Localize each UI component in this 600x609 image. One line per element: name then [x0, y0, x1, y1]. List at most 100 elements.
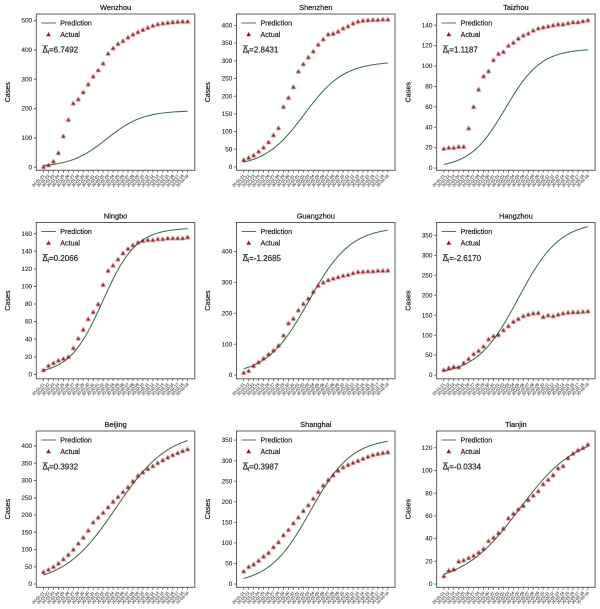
svg-text:200: 200 [222, 310, 233, 317]
svg-text:Wenzhou: Wenzhou [100, 3, 131, 12]
svg-text:100: 100 [21, 284, 32, 291]
svg-text:300: 300 [21, 478, 32, 485]
svg-text:150: 150 [21, 529, 32, 536]
svg-text:50: 50 [25, 564, 33, 571]
svg-text:120: 120 [21, 266, 32, 273]
svg-text:150: 150 [422, 312, 433, 319]
svg-text:350: 350 [222, 40, 233, 47]
svg-text:100: 100 [422, 63, 433, 70]
svg-text:Prediction: Prediction [461, 20, 493, 28]
svg-text:140: 140 [21, 248, 32, 255]
svg-text:100: 100 [21, 135, 32, 142]
svg-text:Actual: Actual [60, 240, 80, 248]
svg-text:Δi=0.2066: Δi=0.2066 [43, 254, 79, 265]
svg-text:Δi=-0.0334: Δi=-0.0334 [443, 463, 482, 474]
svg-text:Prediction: Prediction [261, 437, 293, 445]
svg-text:100: 100 [222, 540, 233, 547]
svg-text:50: 50 [225, 561, 233, 568]
svg-text:Actual: Actual [261, 240, 281, 248]
svg-text:Guangzhou: Guangzhou [297, 211, 335, 220]
svg-text:120: 120 [422, 43, 433, 50]
svg-text:Prediction: Prediction [60, 228, 92, 236]
svg-text:60: 60 [425, 513, 433, 520]
svg-text:Cases: Cases [403, 290, 412, 311]
svg-text:Shanghai: Shanghai [300, 420, 332, 429]
svg-text:Δi=-2.6170: Δi=-2.6170 [443, 254, 482, 265]
svg-text:100: 100 [21, 547, 32, 554]
svg-text:0: 0 [429, 372, 433, 379]
svg-text:Δi=0.3932: Δi=0.3932 [43, 463, 79, 474]
svg-text:Prediction: Prediction [461, 228, 493, 236]
svg-text:20: 20 [425, 145, 433, 152]
svg-text:200: 200 [222, 93, 233, 100]
svg-text:150: 150 [222, 519, 233, 526]
svg-text:350: 350 [422, 233, 433, 240]
svg-text:120: 120 [422, 445, 433, 452]
svg-text:400: 400 [21, 47, 32, 54]
svg-text:0: 0 [229, 164, 233, 171]
svg-text:Cases: Cases [403, 82, 412, 103]
svg-text:Cases: Cases [3, 499, 12, 520]
svg-text:200: 200 [422, 292, 433, 299]
svg-text:400: 400 [21, 443, 32, 450]
svg-text:200: 200 [21, 512, 32, 519]
svg-text:80: 80 [425, 84, 433, 91]
svg-text:Δi=-1.2685: Δi=-1.2685 [243, 254, 282, 265]
svg-text:Prediction: Prediction [261, 20, 293, 28]
svg-text:250: 250 [422, 272, 433, 279]
svg-text:160: 160 [21, 231, 32, 238]
svg-text:Actual: Actual [60, 31, 80, 39]
svg-text:0: 0 [229, 581, 233, 588]
svg-text:Prediction: Prediction [461, 437, 493, 445]
svg-text:100: 100 [422, 468, 433, 475]
svg-text:0: 0 [29, 581, 33, 588]
svg-text:Δi=6.7492: Δi=6.7492 [43, 46, 79, 57]
svg-text:20: 20 [25, 354, 33, 361]
svg-text:50: 50 [225, 146, 233, 153]
svg-text:500: 500 [21, 18, 32, 25]
svg-text:Actual: Actual [461, 31, 481, 39]
svg-text:Ningbo: Ningbo [104, 211, 127, 220]
svg-text:Actual: Actual [60, 448, 80, 456]
svg-text:60: 60 [25, 319, 33, 326]
svg-text:300: 300 [21, 76, 32, 83]
svg-text:40: 40 [425, 124, 433, 131]
svg-text:0: 0 [29, 372, 33, 379]
svg-text:0: 0 [29, 164, 33, 171]
svg-text:Δi=0.3987: Δi=0.3987 [243, 463, 279, 474]
svg-text:50: 50 [425, 352, 433, 359]
svg-text:300: 300 [222, 458, 233, 465]
svg-text:Shenzhen: Shenzhen [299, 3, 332, 12]
svg-text:Δi=1.1187: Δi=1.1187 [443, 46, 479, 57]
svg-text:Cases: Cases [203, 290, 212, 311]
svg-text:Δi=2.8431: Δi=2.8431 [243, 46, 279, 57]
svg-text:Prediction: Prediction [60, 437, 92, 445]
svg-text:40: 40 [25, 336, 33, 343]
svg-text:Actual: Actual [461, 240, 481, 248]
svg-text:Cases: Cases [3, 82, 12, 103]
svg-text:150: 150 [222, 111, 233, 118]
svg-text:Prediction: Prediction [60, 20, 92, 28]
svg-text:Hangzhou: Hangzhou [499, 211, 533, 220]
svg-text:Actual: Actual [461, 448, 481, 456]
svg-text:80: 80 [25, 301, 33, 308]
svg-text:350: 350 [222, 437, 233, 444]
svg-text:Tianjin: Tianjin [505, 420, 527, 429]
svg-text:100: 100 [422, 332, 433, 339]
svg-text:60: 60 [425, 104, 433, 111]
svg-text:250: 250 [21, 495, 32, 502]
svg-text:Cases: Cases [3, 290, 12, 311]
svg-text:200: 200 [21, 106, 32, 113]
svg-text:400: 400 [222, 23, 233, 30]
svg-text:Actual: Actual [261, 448, 281, 456]
svg-text:300: 300 [422, 253, 433, 260]
svg-text:0: 0 [429, 581, 433, 588]
svg-text:0: 0 [429, 165, 433, 172]
svg-text:300: 300 [222, 280, 233, 287]
svg-text:Cases: Cases [203, 499, 212, 520]
svg-text:350: 350 [21, 460, 32, 467]
svg-text:Prediction: Prediction [261, 228, 293, 236]
svg-text:400: 400 [222, 249, 233, 256]
svg-text:Actual: Actual [261, 31, 281, 39]
svg-text:300: 300 [222, 58, 233, 65]
